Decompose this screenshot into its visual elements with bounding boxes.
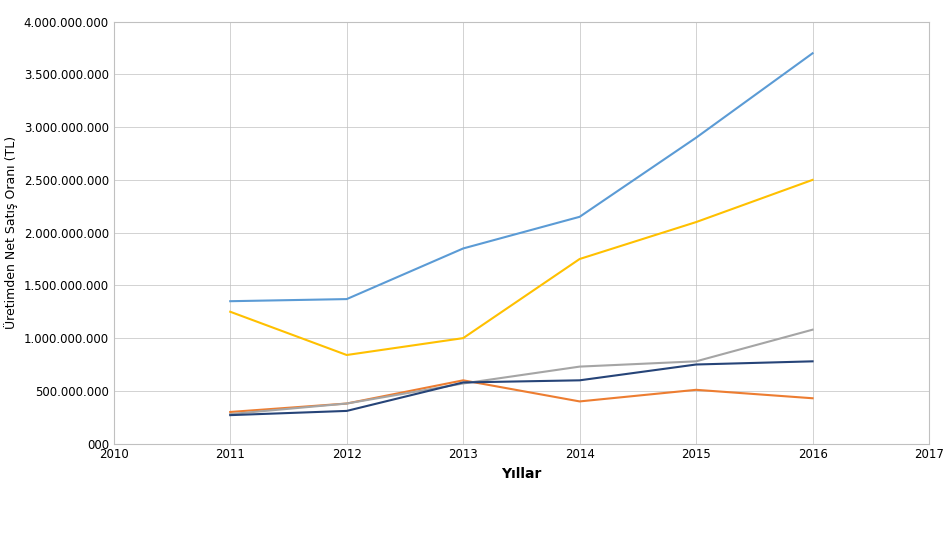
Legend: Aselsan, Havelsan, Roketsan, Tusaş-TAİ, Milsoft, Altay Yazılım,
CTECH, Koç savun: Aselsan, Havelsan, Roketsan, Tusaş-TAİ, …: [260, 537, 783, 541]
Y-axis label: Üretimden Net Satış Oranı (TL): Üretimden Net Satış Oranı (TL): [4, 136, 18, 329]
X-axis label: Yıllar: Yıllar: [501, 467, 541, 481]
